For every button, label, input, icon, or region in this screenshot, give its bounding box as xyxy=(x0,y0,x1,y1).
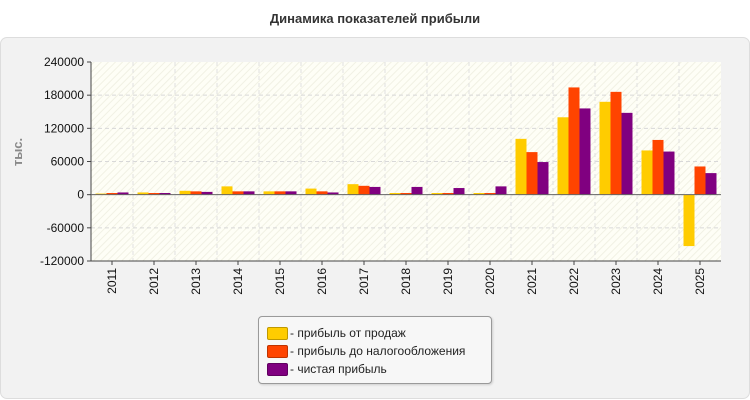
bar xyxy=(316,191,328,195)
chart-title: Динамика показателей прибыли xyxy=(269,11,481,26)
legend-swatch xyxy=(267,344,288,358)
bar xyxy=(473,193,485,195)
bar xyxy=(159,193,171,195)
bar xyxy=(610,91,622,195)
legend-label: - прибыль до налогообложения xyxy=(290,344,466,358)
legend-swatch xyxy=(267,326,288,340)
bar xyxy=(579,108,591,195)
x-tick-label: 2012 xyxy=(147,268,161,295)
bar xyxy=(484,193,496,195)
bar xyxy=(537,162,549,195)
bar xyxy=(117,192,129,195)
bar xyxy=(95,193,107,195)
bar xyxy=(327,192,339,195)
bar xyxy=(179,190,191,195)
y-tick-label: 240000 xyxy=(44,55,84,69)
bar xyxy=(201,191,213,195)
bar xyxy=(285,191,297,195)
x-tick-label: 2025 xyxy=(693,268,707,295)
bar xyxy=(263,191,275,195)
bar xyxy=(221,186,233,195)
chart-legend: - прибыль от продаж - прибыль до налогоо… xyxy=(258,316,492,384)
legend-item-sales-profit: - прибыль от продаж xyxy=(267,325,406,341)
bar xyxy=(621,112,633,195)
x-tick-label: 2019 xyxy=(441,268,455,295)
y-tick-label: -120000 xyxy=(40,254,84,268)
y-tick-label: 60000 xyxy=(51,155,85,169)
bar xyxy=(599,101,611,195)
bar xyxy=(705,173,717,195)
bar xyxy=(526,152,538,195)
bar xyxy=(641,150,653,195)
legend-item-net-profit: - чистая прибыль xyxy=(267,361,387,377)
x-tick-label: 2014 xyxy=(231,268,245,295)
bar xyxy=(442,193,454,195)
x-tick-label: 2021 xyxy=(525,268,539,295)
x-tick-label: 2022 xyxy=(567,268,581,295)
bar xyxy=(694,166,706,195)
legend-label: - чистая прибыль xyxy=(290,362,387,376)
y-tick-label: 0 xyxy=(77,188,84,202)
bar xyxy=(400,193,412,195)
bar xyxy=(137,192,149,195)
bar xyxy=(305,188,317,195)
y-tick-label: -60000 xyxy=(47,221,85,235)
x-tick-label: 2016 xyxy=(315,268,329,295)
bar xyxy=(389,193,401,195)
bar xyxy=(453,188,465,195)
legend-swatch xyxy=(267,362,288,376)
x-tick-label: 2011 xyxy=(105,268,119,294)
bar xyxy=(358,185,370,195)
x-tick-label: 2013 xyxy=(189,268,203,295)
bar xyxy=(274,191,286,195)
x-tick-label: 2015 xyxy=(273,268,287,295)
bar xyxy=(495,186,507,195)
bar xyxy=(515,138,527,195)
x-tick-label: 2024 xyxy=(651,268,665,295)
bar xyxy=(232,191,244,195)
bar xyxy=(431,193,443,195)
x-tick-label: 2018 xyxy=(399,268,413,295)
bar xyxy=(243,191,255,195)
y-tick-label: 180000 xyxy=(44,88,84,102)
x-tick-label: 2023 xyxy=(609,268,623,295)
bar xyxy=(568,87,580,195)
bar xyxy=(190,191,202,195)
bar xyxy=(557,117,569,195)
y-axis-label: тыс. xyxy=(10,138,25,166)
x-tick-label: 2020 xyxy=(483,268,497,295)
bar xyxy=(106,193,118,195)
bar xyxy=(652,139,664,195)
bar xyxy=(148,193,160,195)
x-tick-label: 2017 xyxy=(357,268,371,295)
legend-label: - прибыль от продаж xyxy=(290,326,406,340)
legend-item-pretax-profit: - прибыль до налогообложения xyxy=(267,343,465,359)
y-tick-label: 120000 xyxy=(44,121,84,135)
bar xyxy=(663,151,675,195)
bar xyxy=(347,184,359,195)
bar xyxy=(369,186,381,195)
bar xyxy=(683,194,695,247)
bar xyxy=(411,186,423,195)
